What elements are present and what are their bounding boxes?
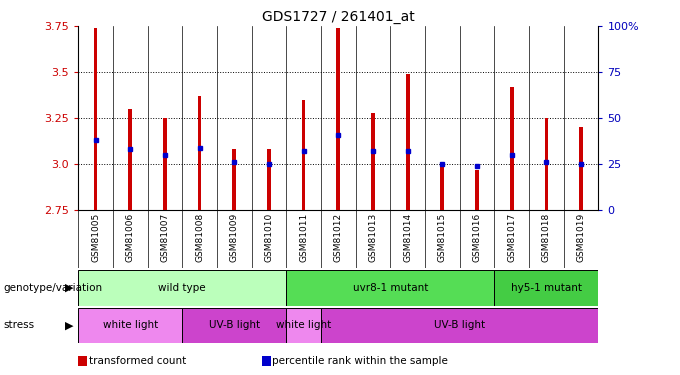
Bar — [406, 74, 409, 210]
Bar — [163, 118, 167, 210]
Text: ▶: ▶ — [65, 320, 73, 330]
Text: GSM81009: GSM81009 — [230, 213, 239, 262]
Bar — [286, 270, 494, 306]
Text: GSM81017: GSM81017 — [507, 213, 516, 262]
Text: GSM81010: GSM81010 — [265, 213, 273, 262]
Bar — [371, 112, 375, 210]
Text: GSM81007: GSM81007 — [160, 213, 169, 262]
Bar — [182, 308, 286, 343]
Bar — [129, 109, 132, 210]
Title: GDS1727 / 261401_at: GDS1727 / 261401_at — [262, 10, 415, 24]
Bar — [475, 170, 479, 210]
Text: GSM81016: GSM81016 — [473, 213, 481, 262]
Text: wild type: wild type — [158, 283, 206, 293]
Text: transformed count: transformed count — [88, 357, 186, 366]
Bar — [78, 270, 286, 306]
Bar — [510, 87, 513, 210]
Text: GSM81014: GSM81014 — [403, 213, 412, 262]
Text: GSM81006: GSM81006 — [126, 213, 135, 262]
Text: GSM81011: GSM81011 — [299, 213, 308, 262]
Bar — [337, 28, 340, 210]
Text: stress: stress — [3, 320, 35, 330]
Text: genotype/variation: genotype/variation — [3, 283, 103, 293]
Bar — [579, 127, 583, 210]
Bar — [321, 308, 598, 343]
Bar — [545, 118, 548, 210]
Text: uvr8-1 mutant: uvr8-1 mutant — [353, 283, 428, 293]
Bar — [233, 149, 236, 210]
Text: GSM81015: GSM81015 — [438, 213, 447, 262]
Bar — [94, 28, 97, 210]
Text: GSM81012: GSM81012 — [334, 213, 343, 262]
Text: GSM81019: GSM81019 — [577, 213, 585, 262]
Text: GSM81018: GSM81018 — [542, 213, 551, 262]
Text: percentile rank within the sample: percentile rank within the sample — [272, 357, 448, 366]
Bar — [198, 96, 201, 210]
Bar — [78, 308, 182, 343]
Bar — [494, 270, 598, 306]
Text: UV-B light: UV-B light — [434, 320, 486, 330]
Text: UV-B light: UV-B light — [209, 320, 260, 330]
Bar — [441, 166, 444, 210]
Text: GSM81013: GSM81013 — [369, 213, 377, 262]
Text: GSM81008: GSM81008 — [195, 213, 204, 262]
Bar — [302, 100, 305, 210]
Text: hy5-1 mutant: hy5-1 mutant — [511, 283, 582, 293]
Bar — [267, 149, 271, 210]
Bar — [286, 308, 321, 343]
Text: white light: white light — [103, 320, 158, 330]
Text: GSM81005: GSM81005 — [91, 213, 100, 262]
Text: white light: white light — [276, 320, 331, 330]
Text: ▶: ▶ — [65, 283, 73, 293]
